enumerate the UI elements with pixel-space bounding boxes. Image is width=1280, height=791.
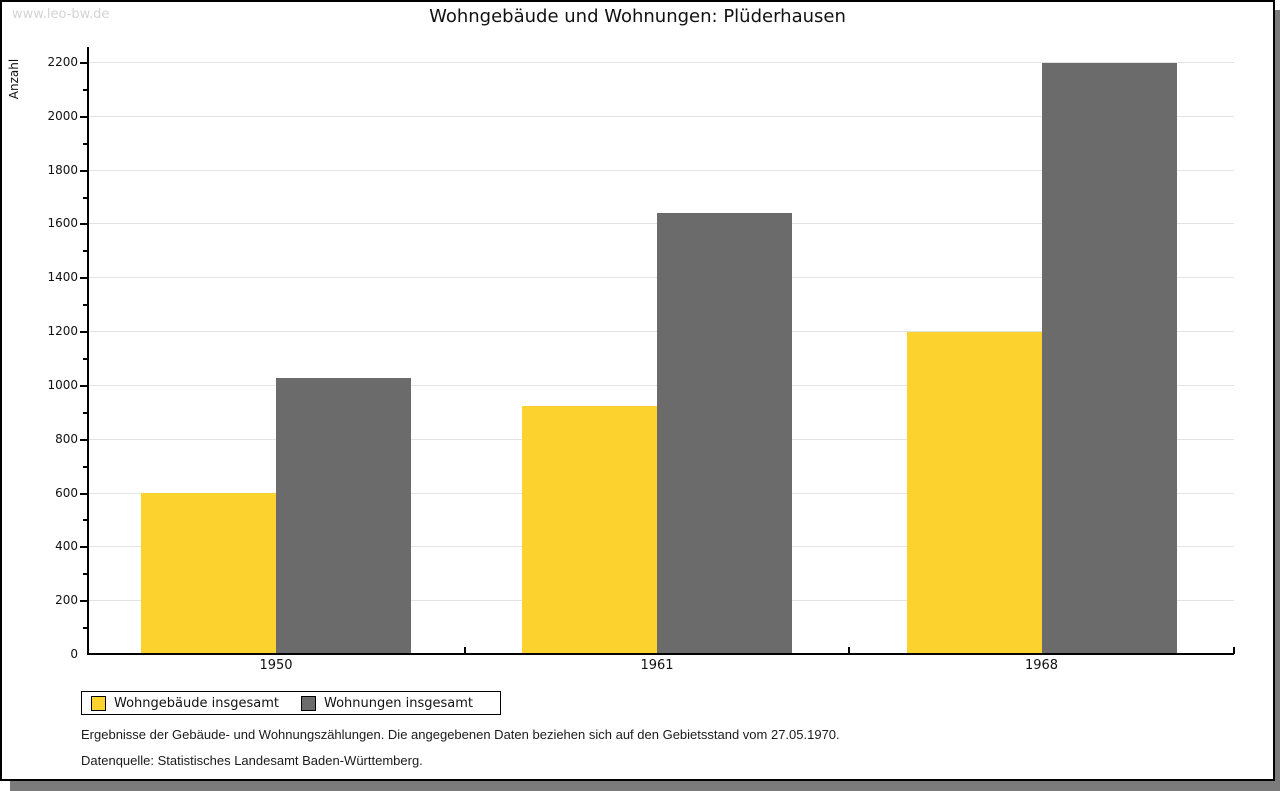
y-axis-tick-label: 400 <box>55 539 78 553</box>
watermark: www.leo-bw.de <box>12 7 110 22</box>
bar-wohnungen-1968 <box>1041 63 1177 654</box>
y-axis-tick <box>80 546 87 548</box>
y-axis-tick-label: 800 <box>55 432 78 446</box>
y-axis-tick-label: 1800 <box>47 163 78 177</box>
y-axis-minor-tick <box>83 573 87 575</box>
gridline <box>89 116 1234 117</box>
plot-area: 0 200 400 600 800 1000 1200 1400 1600 1800 2000 220… <box>2 2 1273 779</box>
y-axis-tick <box>80 116 87 118</box>
legend-label-wohngebaeude: Wohngebäude insgesamt <box>114 695 279 711</box>
y-axis-tick <box>80 170 87 172</box>
x-axis-tick <box>848 647 850 654</box>
y-axis-tick <box>80 62 87 64</box>
y-axis-tick-label: 1200 <box>47 324 78 338</box>
gridline <box>89 62 1234 63</box>
y-axis-tick-label: 1000 <box>47 378 78 392</box>
y-axis-minor-tick <box>83 197 87 199</box>
legend-swatch-wohnungen <box>301 695 316 711</box>
legend-swatch-wohngebaeude <box>91 695 106 711</box>
y-axis-minor-tick <box>83 519 87 521</box>
y-axis-tick-label: 2000 <box>47 109 78 123</box>
bar-wohngebaeude-1961 <box>522 406 657 654</box>
legend: Wohngebäude insgesamt Wohnungen insgesam… <box>81 691 501 715</box>
x-axis-tick <box>1233 647 1235 654</box>
x-axis-line <box>87 653 1234 655</box>
y-axis-tick <box>80 223 87 225</box>
bar-wohnungen-1961 <box>657 213 792 654</box>
footnote-datenquelle: Datenquelle: Statistisches Landesamt Bad… <box>81 753 423 768</box>
y-axis-tick <box>80 493 87 495</box>
y-axis-minor-tick <box>83 358 87 360</box>
y-axis-minor-tick <box>83 250 87 252</box>
y-axis-tick <box>80 331 87 333</box>
y-axis-minor-tick <box>83 89 87 91</box>
gridline <box>89 170 1234 171</box>
y-axis-minor-tick <box>83 143 87 145</box>
y-axis-tick-label: 600 <box>55 486 78 500</box>
y-axis-line <box>87 47 89 655</box>
bar-wohnungen-1950 <box>276 378 411 654</box>
y-axis-tick-label: 1600 <box>47 216 78 230</box>
legend-item-wohngebaeude: Wohngebäude insgesamt <box>91 695 279 711</box>
x-axis-label-1961: 1961 <box>640 658 674 673</box>
y-axis-tick-label: 0 <box>70 647 78 661</box>
y-axis-tick-label: 1400 <box>47 270 78 284</box>
y-axis-tick <box>80 600 87 602</box>
y-axis-tick <box>80 439 87 441</box>
y-axis-tick-label: 200 <box>55 593 78 607</box>
y-axis-tick <box>80 385 87 387</box>
y-axis-minor-tick <box>83 304 87 306</box>
x-axis-label-1950: 1950 <box>259 658 293 673</box>
y-axis-tick <box>80 277 87 279</box>
y-axis-tick-label: 2200 <box>47 55 78 69</box>
bar-wohngebaeude-1950 <box>141 493 276 654</box>
y-axis-minor-tick <box>83 466 87 468</box>
legend-label-wohnungen: Wohnungen insgesamt <box>324 695 473 711</box>
y-axis-minor-tick <box>83 412 87 414</box>
x-axis-tick <box>464 647 466 654</box>
legend-item-wohnungen: Wohnungen insgesamt <box>301 695 473 711</box>
x-axis-label-1968: 1968 <box>1024 658 1059 673</box>
y-axis-minor-tick <box>83 627 87 629</box>
footnote-gebietsstand: Ergebnisse der Gebäude- und Wohnungszähl… <box>81 727 840 742</box>
chart-title: Wohngebäude und Wohnungen: Plüderhausen <box>429 6 846 27</box>
bar-wohngebaeude-1968 <box>906 332 1042 654</box>
